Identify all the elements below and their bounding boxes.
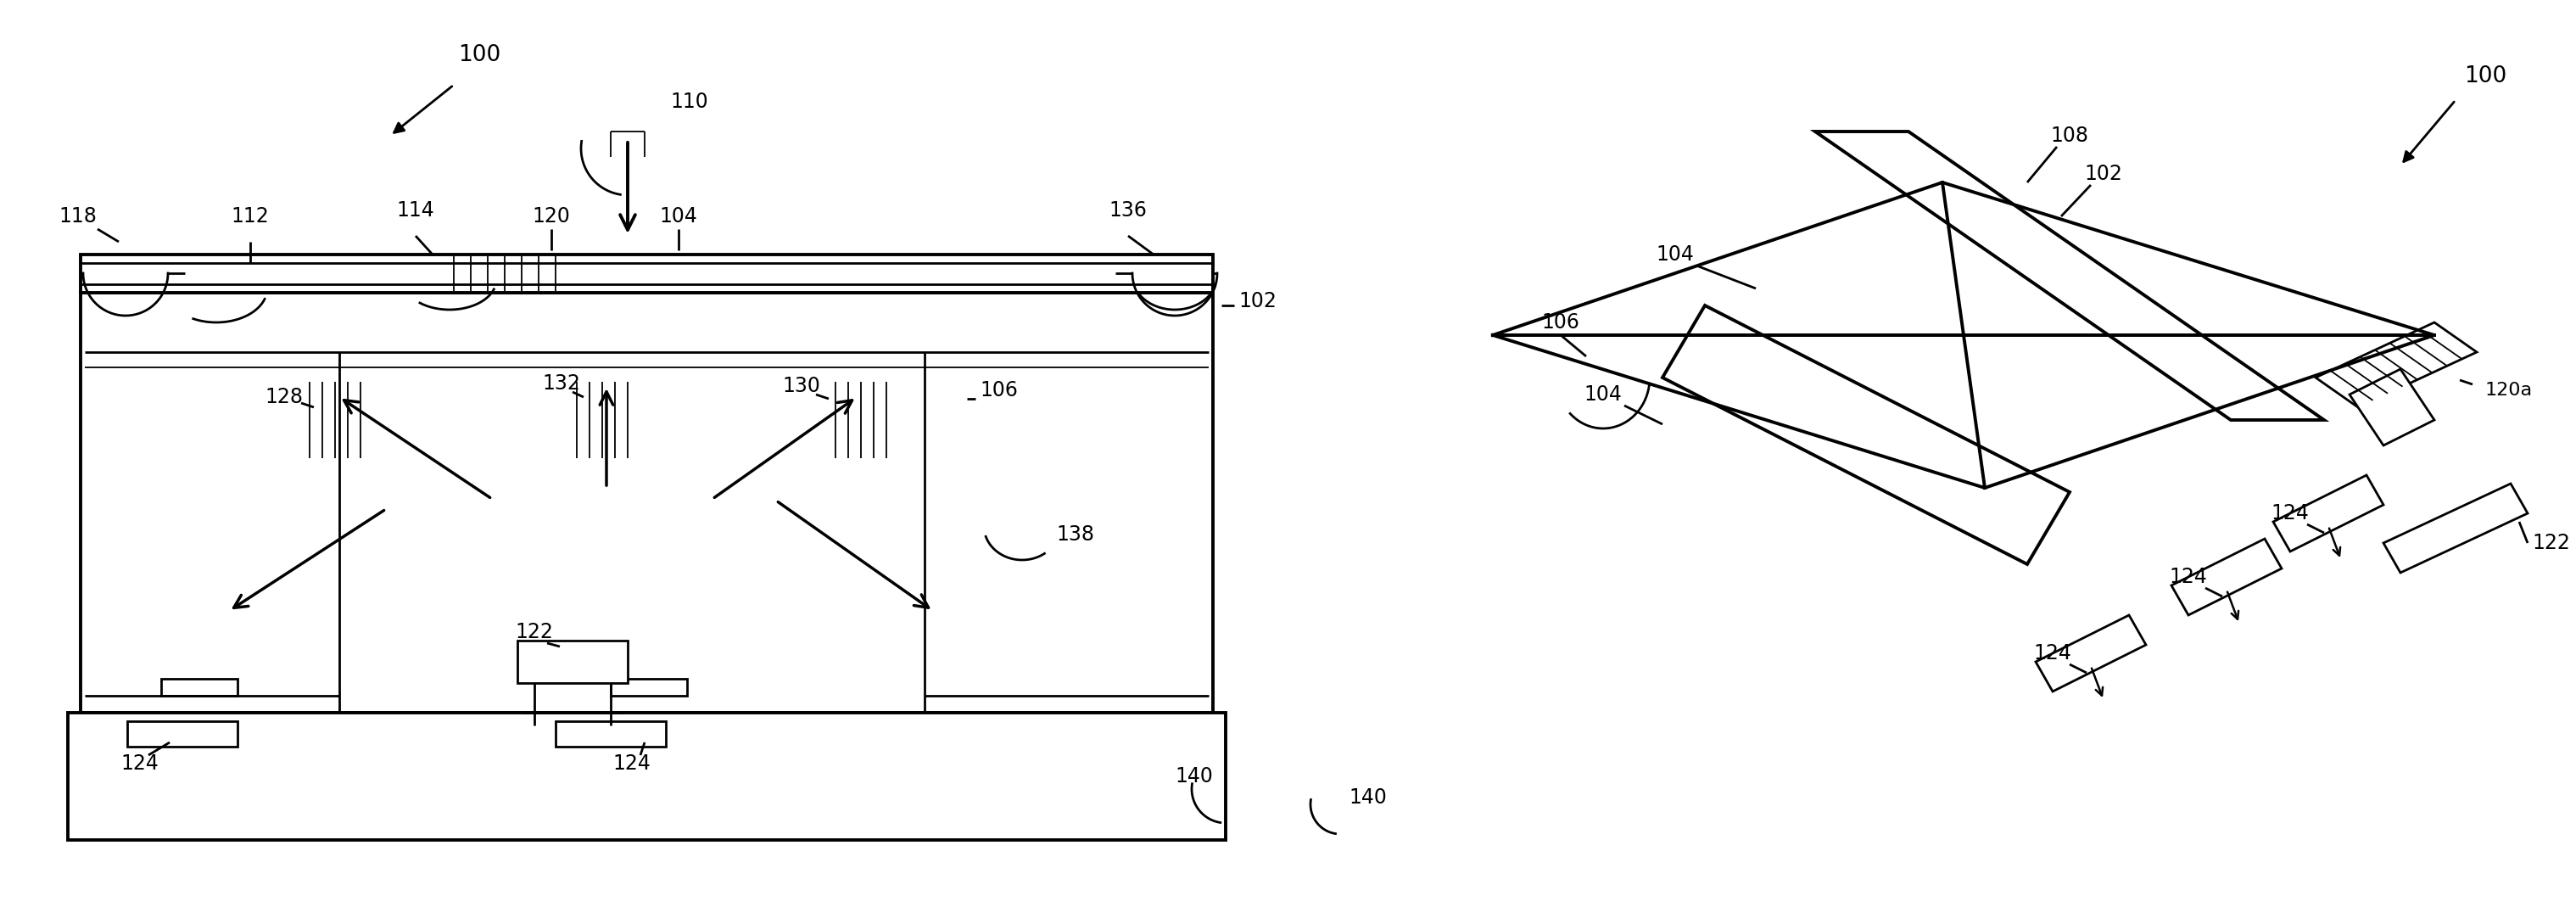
Text: 124: 124 xyxy=(121,754,160,774)
Bar xyxy=(556,721,665,746)
Polygon shape xyxy=(2172,539,2282,615)
Bar xyxy=(162,678,237,696)
Text: 124: 124 xyxy=(2169,567,2208,587)
Text: 112: 112 xyxy=(232,206,270,227)
Text: 106: 106 xyxy=(1540,312,1579,333)
Bar xyxy=(80,293,1213,713)
Text: 140: 140 xyxy=(1350,787,1386,808)
Text: 128: 128 xyxy=(265,387,304,407)
Polygon shape xyxy=(2272,475,2383,551)
Text: 110: 110 xyxy=(670,92,708,112)
Bar xyxy=(611,678,688,696)
Text: 130: 130 xyxy=(783,375,822,396)
Text: 122: 122 xyxy=(515,622,554,642)
Bar xyxy=(126,721,237,746)
Polygon shape xyxy=(2383,483,2527,572)
Text: 138: 138 xyxy=(1056,524,1095,545)
Text: 124: 124 xyxy=(613,754,652,774)
Text: 100: 100 xyxy=(2463,65,2506,87)
Text: 140: 140 xyxy=(1175,766,1213,786)
Text: 118: 118 xyxy=(59,206,98,227)
Bar xyxy=(67,713,1226,840)
Text: 122: 122 xyxy=(2532,532,2571,553)
Polygon shape xyxy=(1662,306,2069,564)
Bar xyxy=(518,640,629,683)
Text: 124: 124 xyxy=(2032,643,2071,664)
Text: 100: 100 xyxy=(459,44,500,66)
Polygon shape xyxy=(2316,322,2476,407)
Text: 136: 136 xyxy=(1110,200,1146,220)
Text: 106: 106 xyxy=(979,380,1018,401)
Polygon shape xyxy=(1816,132,2324,420)
Text: 120a: 120a xyxy=(2486,382,2532,399)
Text: 132: 132 xyxy=(544,374,580,394)
Bar xyxy=(80,255,1213,293)
Text: 124: 124 xyxy=(2272,503,2308,523)
Text: 104: 104 xyxy=(1584,385,1623,405)
Polygon shape xyxy=(2035,615,2146,691)
Text: 108: 108 xyxy=(2050,125,2089,146)
Text: 104: 104 xyxy=(659,206,698,227)
Text: 104: 104 xyxy=(1656,244,1695,265)
Text: 102: 102 xyxy=(2084,164,2123,184)
Polygon shape xyxy=(2349,369,2434,445)
Text: 114: 114 xyxy=(397,200,435,220)
Text: 120: 120 xyxy=(533,206,569,227)
Text: 102: 102 xyxy=(1239,291,1278,311)
